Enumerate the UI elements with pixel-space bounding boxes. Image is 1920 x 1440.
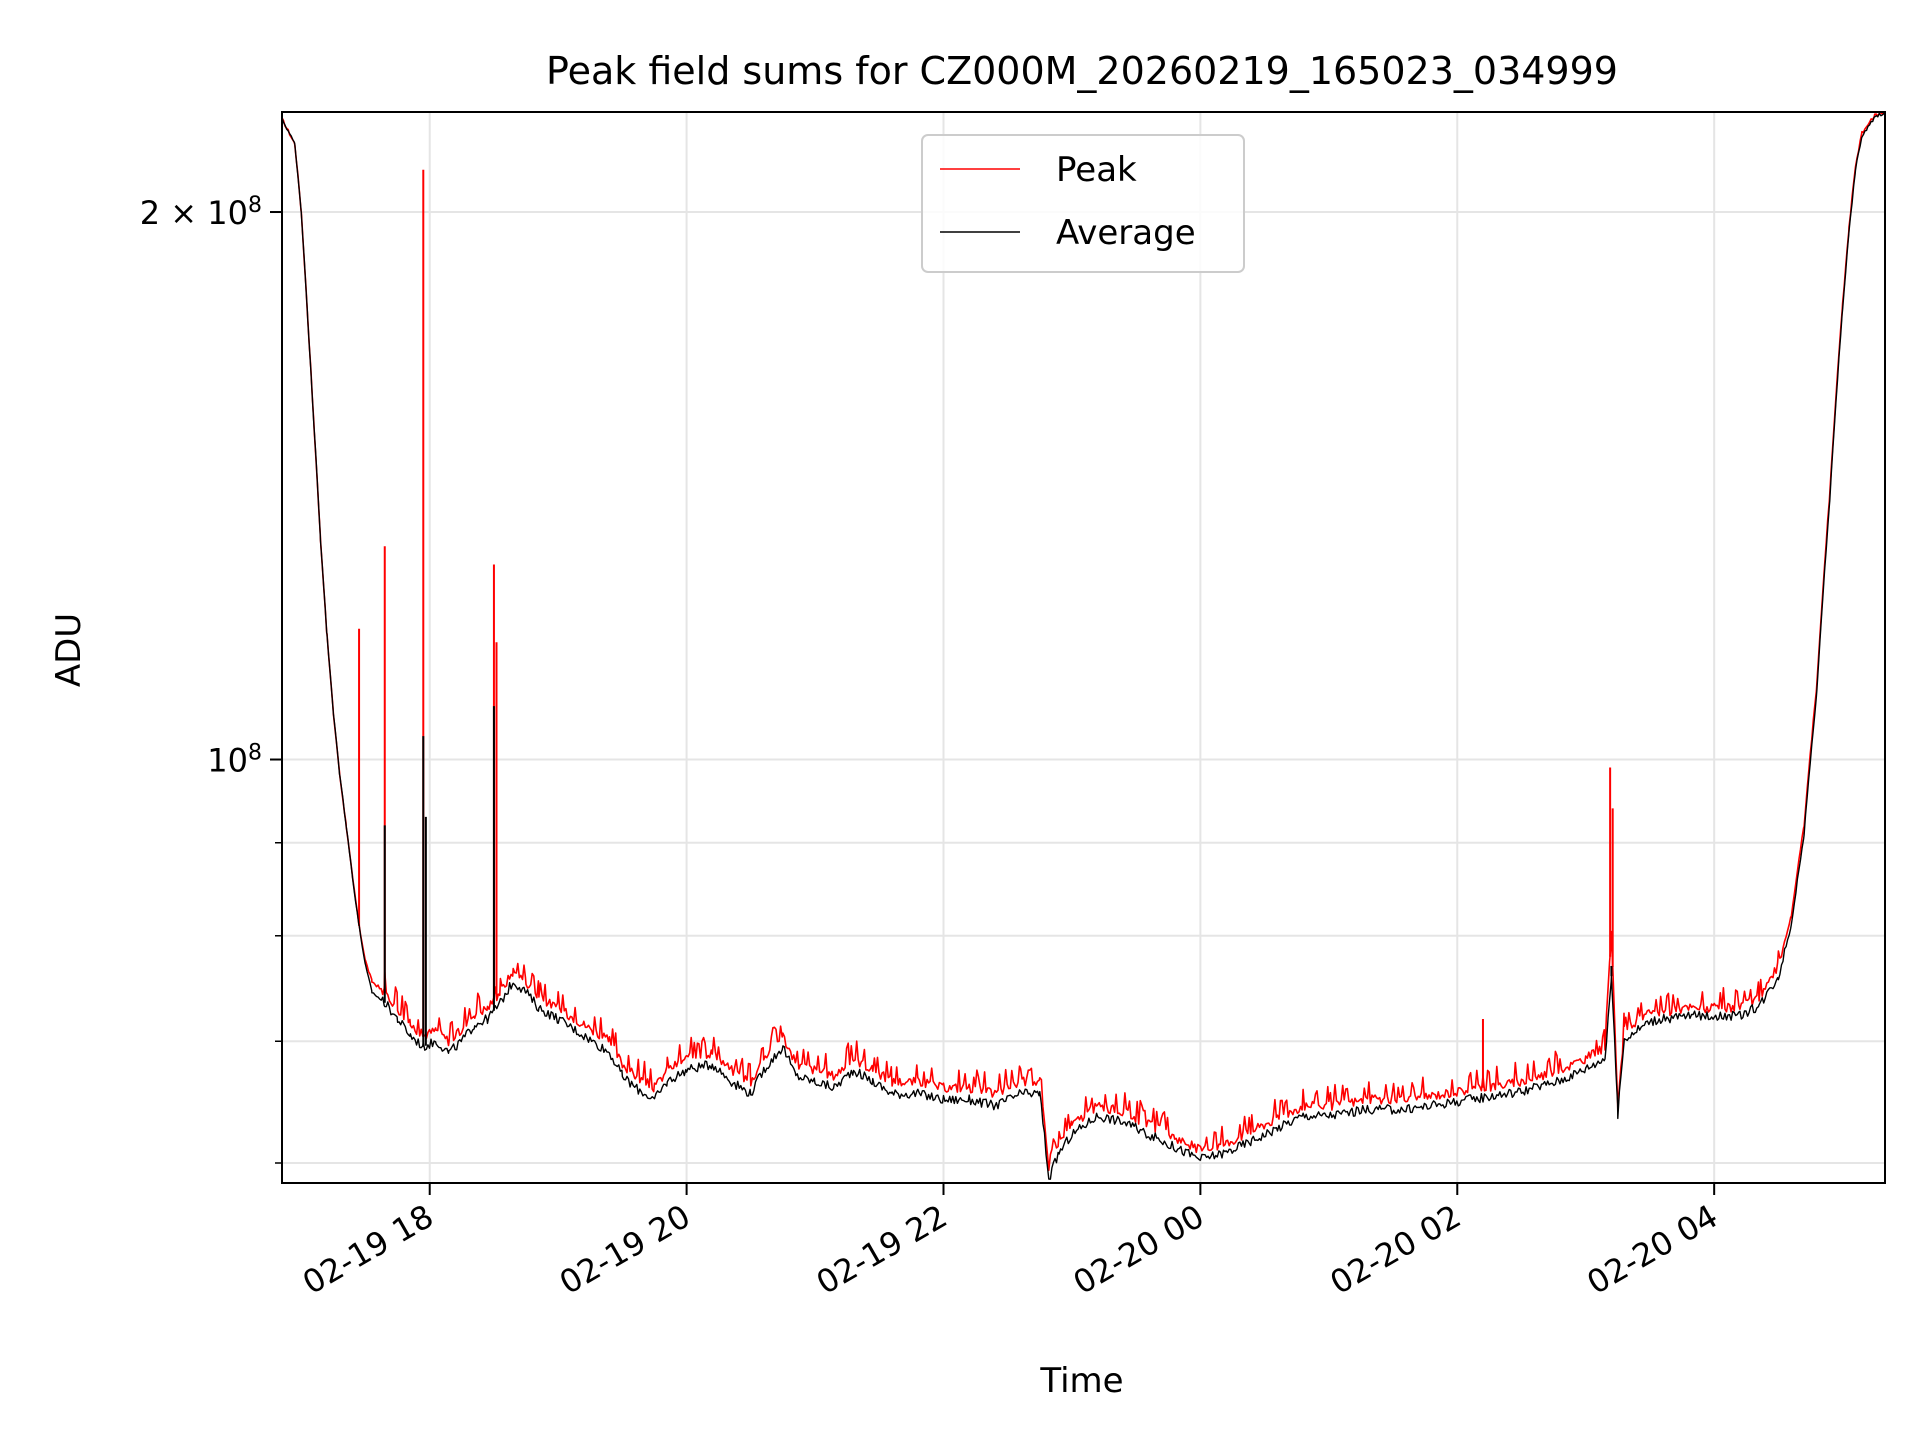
legend-label-peak: Peak: [1056, 150, 1137, 190]
y-axis: 108 2 × 108: [140, 193, 282, 1164]
y-tick-label: 108: [207, 740, 262, 780]
plot-frame: [281, 111, 1886, 1184]
series-line-peak: [282, 112, 1885, 1172]
y-tick-label: 2 × 108: [140, 193, 262, 233]
y-axis-label: ADU: [49, 613, 89, 687]
legend-label-average: Average: [1056, 213, 1196, 253]
plot-area: [282, 112, 1885, 1180]
series-line-average: [282, 112, 1885, 1180]
series-layer: [282, 112, 1885, 1180]
x-axis-label: Time: [1039, 1361, 1123, 1401]
grid: [282, 112, 1885, 1183]
legend: Peak Average: [921, 134, 1245, 273]
chart-title: Peak field sums for CZ000M_20260219_1650…: [546, 49, 1618, 93]
